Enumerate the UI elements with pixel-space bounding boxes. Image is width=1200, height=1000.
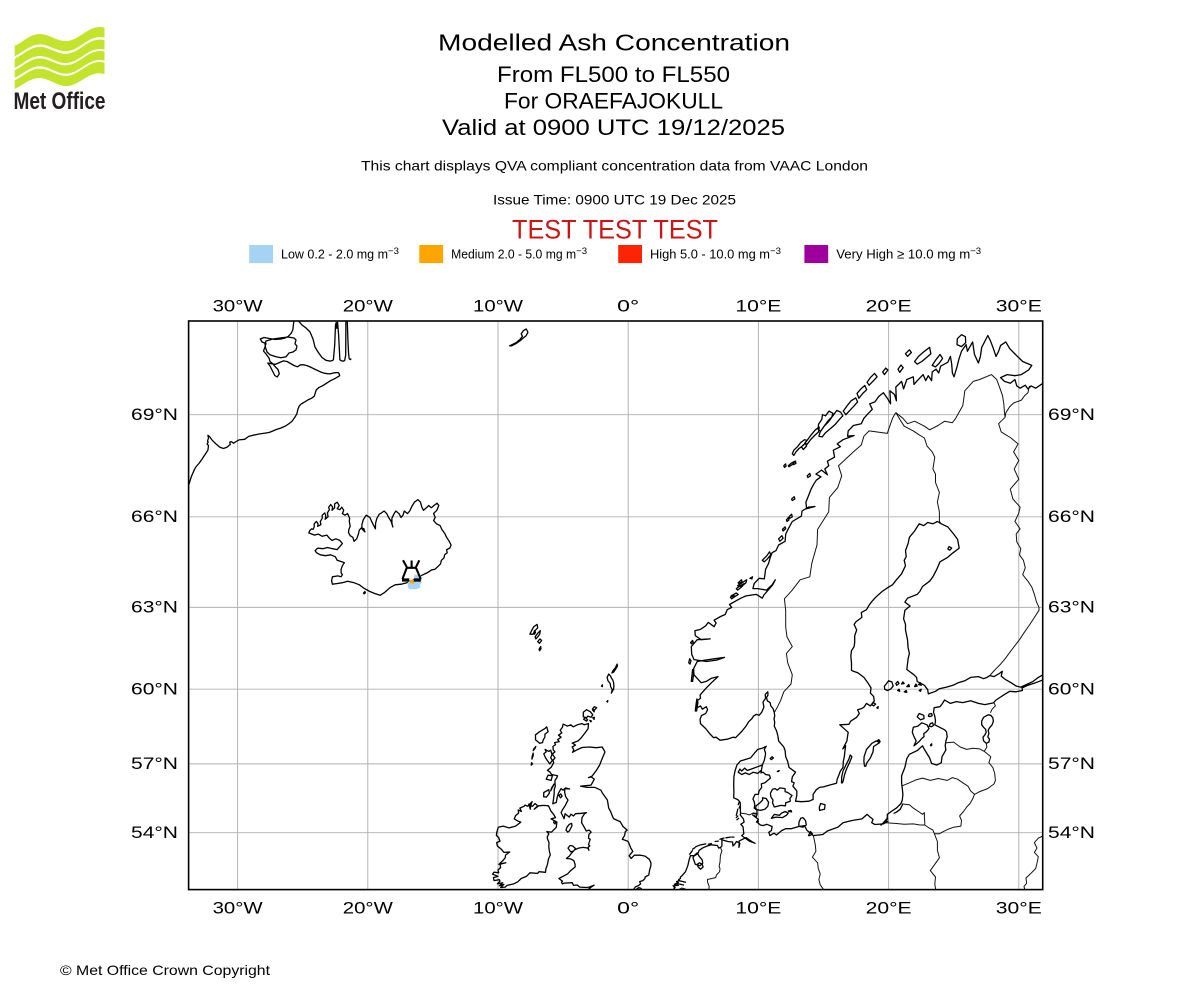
svg-text:0°: 0°: [617, 298, 639, 316]
svg-text:20°W: 20°W: [343, 900, 394, 918]
svg-text:66°N: 66°N: [131, 508, 178, 526]
svg-text:This chart displays QVA compli: This chart displays QVA compliant concen…: [361, 159, 868, 174]
svg-text:54°N: 54°N: [1048, 824, 1095, 842]
svg-text:Valid at 0900 UTC 19/12/2025: Valid at 0900 UTC 19/12/2025: [442, 115, 785, 140]
svg-text:10°W: 10°W: [473, 900, 524, 918]
svg-text:10°W: 10°W: [473, 298, 524, 316]
svg-text:69°N: 69°N: [1048, 406, 1095, 424]
svg-text:57°N: 57°N: [131, 755, 178, 773]
svg-text:© Met Office Crown Copyright: © Met Office Crown Copyright: [60, 963, 270, 978]
svg-text:Modelled Ash Concentration: Modelled Ash Concentration: [438, 30, 790, 56]
svg-text:For ORAEFAJOKULL: For ORAEFAJOKULL: [504, 89, 723, 114]
svg-text:10°E: 10°E: [735, 900, 781, 918]
svg-text:10°E: 10°E: [735, 298, 781, 316]
svg-text:30°E: 30°E: [996, 900, 1042, 918]
svg-text:Met Office: Met Office: [14, 88, 106, 115]
svg-text:20°E: 20°E: [866, 900, 912, 918]
svg-text:20°W: 20°W: [343, 298, 394, 316]
svg-text:0°: 0°: [617, 900, 639, 918]
svg-text:60°N: 60°N: [1048, 681, 1095, 699]
svg-text:30°E: 30°E: [996, 298, 1042, 316]
svg-text:High 5.0 - 10.0 mg m−3: High 5.0 - 10.0 mg m−3: [650, 246, 781, 262]
svg-text:20°E: 20°E: [866, 298, 912, 316]
svg-text:TEST TEST TEST: TEST TEST TEST: [512, 215, 718, 245]
svg-text:60°N: 60°N: [131, 681, 178, 699]
svg-text:54°N: 54°N: [131, 824, 178, 842]
svg-text:30°W: 30°W: [213, 900, 264, 918]
svg-text:57°N: 57°N: [1048, 755, 1095, 773]
svg-text:66°N: 66°N: [1048, 508, 1095, 526]
svg-text:30°W: 30°W: [213, 298, 264, 316]
svg-text:69°N: 69°N: [131, 406, 178, 424]
svg-text:Medium 2.0 - 5.0 mg m−3: Medium 2.0 - 5.0 mg m−3: [451, 246, 587, 262]
svg-text:63°N: 63°N: [1048, 599, 1095, 617]
svg-text:63°N: 63°N: [131, 599, 178, 617]
svg-text:Very High ≥ 10.0 mg m−3: Very High ≥ 10.0 mg m−3: [836, 246, 981, 262]
svg-text:Low 0.2 - 2.0 mg m−3: Low 0.2 - 2.0 mg m−3: [281, 246, 399, 262]
svg-text:Issue Time: 0900 UTC 19 Dec 20: Issue Time: 0900 UTC 19 Dec 2025: [493, 193, 736, 208]
svg-text:From FL500 to FL550: From FL500 to FL550: [497, 62, 730, 87]
